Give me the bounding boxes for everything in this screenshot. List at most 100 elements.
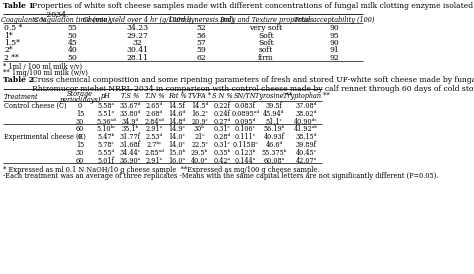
Text: 0.106ᶜ: 0.106ᶜ <box>235 125 256 133</box>
Text: 34.23: 34.23 <box>127 24 148 32</box>
Text: 14.5ᵈ: 14.5ᵈ <box>191 102 208 110</box>
Text: T.S %: T.S % <box>121 92 139 100</box>
Text: 5.01ḟ: 5.01ḟ <box>98 157 114 165</box>
Text: Storage: Storage <box>67 90 93 98</box>
Text: 62: 62 <box>196 54 206 62</box>
Text: 30: 30 <box>76 118 84 125</box>
Text: * 1ml / 100 ml milk v/v): * 1ml / 100 ml milk v/v) <box>3 63 82 71</box>
Text: 5.55ᵈ: 5.55ᵈ <box>97 149 115 157</box>
Text: 2.91ᵃ: 2.91ᵃ <box>146 157 163 165</box>
Text: 55.375ᵇ: 55.375ᵇ <box>261 149 287 157</box>
Text: Total acceptability (100): Total acceptability (100) <box>294 16 374 24</box>
Text: 38.02ᵈ: 38.02ᵈ <box>295 110 317 118</box>
Text: 31.77ḟ: 31.77ḟ <box>119 133 140 141</box>
Text: 50: 50 <box>68 54 77 62</box>
Text: 40.90ᵈᶜ: 40.90ᵈᶜ <box>294 118 318 125</box>
Text: 14.9ᶜ: 14.9ᶜ <box>169 125 185 133</box>
Text: 33.80ᵈ: 33.80ᵈ <box>119 110 141 118</box>
Text: 1.5*: 1.5* <box>4 39 20 47</box>
Text: ** 1mg/100 ml milk (w/v): ** 1mg/100 ml milk (w/v) <box>3 69 88 77</box>
Text: 40.93ḟ: 40.93ḟ <box>264 133 284 141</box>
Text: 45.94ᵈ: 45.94ᵈ <box>264 110 285 118</box>
Text: 2.68ᵈ: 2.68ᵈ <box>146 110 163 118</box>
Text: 20.9ᶜ: 20.9ᶜ <box>191 118 208 125</box>
Text: Coagulants %: Coagulants % <box>1 16 46 24</box>
Text: 56.19ᵇ: 56.19ᵇ <box>264 125 284 133</box>
Text: 14.8ᵈ: 14.8ᵈ <box>168 118 186 125</box>
Text: 40: 40 <box>68 47 77 55</box>
Text: 2.85ᵃᵈ: 2.85ᵃᵈ <box>145 149 164 157</box>
Text: 52: 52 <box>196 24 206 32</box>
Text: Soft: Soft <box>258 39 274 47</box>
Text: 16.2ᶜ: 16.2ᶜ <box>191 110 208 118</box>
Text: 30.41: 30.41 <box>127 47 148 55</box>
Text: 60: 60 <box>76 157 84 165</box>
Text: Properties of white soft cheese samples made with different concentrations of fu: Properties of white soft cheese samples … <box>25 2 474 19</box>
Text: 40.0ᵃ: 40.0ᵃ <box>191 157 208 165</box>
Text: Tyrosine **: Tyrosine ** <box>255 92 292 100</box>
Text: 39.89ḟ: 39.89ḟ <box>295 141 317 149</box>
Text: very soft: very soft <box>249 24 283 32</box>
Text: 45: 45 <box>68 39 77 47</box>
Text: 5.51ᵃ: 5.51ᵃ <box>98 110 115 118</box>
Text: 2.84ᵃᵈ: 2.84ᵃᵈ <box>145 118 164 125</box>
Text: Soft: Soft <box>258 32 274 39</box>
Text: 2.91ᵃ: 2.91ᵃ <box>146 125 163 133</box>
Text: S N %: S N % <box>212 92 232 100</box>
Text: 14.0ᶜ: 14.0ᶜ <box>169 133 185 141</box>
Text: pH: pH <box>101 92 111 100</box>
Text: -Each treatment was an average of three replicates -Means with the same capital : -Each treatment was an average of three … <box>3 172 438 180</box>
Text: 14.0ᶜ: 14.0ᶜ <box>169 141 185 149</box>
Text: 0.0895ᵃᵈ: 0.0895ᵃᵈ <box>231 110 260 118</box>
Text: 38.15ᵈ: 38.15ᵈ <box>295 133 317 141</box>
Text: 5.36ᵃᵈ: 5.36ᵃᵈ <box>96 118 116 125</box>
Text: 40.45ᶜ: 40.45ᶜ <box>296 149 317 157</box>
Text: Coagulation time (min): Coagulation time (min) <box>35 16 110 24</box>
Text: 50: 50 <box>68 32 77 39</box>
Text: 39.5ḟ: 39.5ḟ <box>265 102 283 110</box>
Text: 0: 0 <box>78 102 82 110</box>
Text: 2*: 2* <box>4 47 13 55</box>
Text: period(days): period(days) <box>59 96 100 104</box>
Text: 90: 90 <box>329 39 339 47</box>
Text: 46.6ᵈ: 46.6ᵈ <box>265 141 283 149</box>
Text: 95: 95 <box>329 32 339 39</box>
Text: 90: 90 <box>329 24 339 32</box>
Text: 15.0ᵇ: 15.0ᵇ <box>168 149 185 157</box>
Text: 0.31ᶜ: 0.31ᶜ <box>214 141 230 149</box>
Text: 33.67ᵈ: 33.67ᵈ <box>119 102 141 110</box>
Text: 28.11: 28.11 <box>127 54 148 62</box>
Text: 0.144ᵃ: 0.144ᵃ <box>235 157 256 165</box>
Text: Table 1: Table 1 <box>3 2 34 10</box>
Text: 30ᵇ: 30ᵇ <box>194 125 205 133</box>
Text: 2.7ᵇᶜ: 2.7ᵇᶜ <box>147 141 162 149</box>
Text: Control cheese (C): Control cheese (C) <box>4 102 67 110</box>
Text: 5.47ᵇ: 5.47ᵇ <box>98 133 115 141</box>
Text: 42.07ᵃ: 42.07ᵃ <box>295 157 317 165</box>
Text: soft: soft <box>259 47 273 55</box>
Text: Body and Texture properties: Body and Texture properties <box>219 16 313 24</box>
Text: 5.10ᵇᶜ: 5.10ᵇᶜ <box>96 125 116 133</box>
Text: 15: 15 <box>76 141 84 149</box>
Text: 0.35ᵇ: 0.35ᵇ <box>213 149 230 157</box>
Text: 34.9ᵈ: 34.9ᵈ <box>121 118 138 125</box>
Text: * Expressed as ml 0.1 N NaOH/10 g cheese sample  **Expressed as mg/100 g cheese : * Expressed as ml 0.1 N NaOH/10 g cheese… <box>3 166 319 174</box>
Text: 51.1ᶜ: 51.1ᶜ <box>265 118 283 125</box>
Text: Tryptophan **: Tryptophan ** <box>283 92 329 100</box>
Text: 0.28ᵈ: 0.28ᵈ <box>213 133 231 141</box>
Text: 0.31ᶜ: 0.31ᶜ <box>214 125 230 133</box>
Text: 59: 59 <box>196 47 206 55</box>
Text: 92: 92 <box>329 54 339 62</box>
Text: 60.08ᵃ: 60.08ᵃ <box>264 157 284 165</box>
Text: Cheese yield over 4 hr (g/100ml): Cheese yield over 4 hr (g/100ml) <box>83 16 192 24</box>
Text: 29.27: 29.27 <box>127 32 148 39</box>
Text: 31.68ḟ: 31.68ḟ <box>119 141 140 149</box>
Text: 0.5 *: 0.5 * <box>4 24 22 32</box>
Text: 0.22ḟ: 0.22ḟ <box>214 102 230 110</box>
Text: 29.5ᵇ: 29.5ᵇ <box>191 149 208 157</box>
Text: Experimental cheese (E): Experimental cheese (E) <box>4 133 86 141</box>
Text: 14.5ḟ: 14.5ḟ <box>169 102 185 110</box>
Text: 41.92ᵃᵇ: 41.92ᵃᵇ <box>294 125 318 133</box>
Text: 14.6ᵈ: 14.6ᵈ <box>168 110 186 118</box>
Text: 0.111ᶜ: 0.111ᶜ <box>235 133 256 141</box>
